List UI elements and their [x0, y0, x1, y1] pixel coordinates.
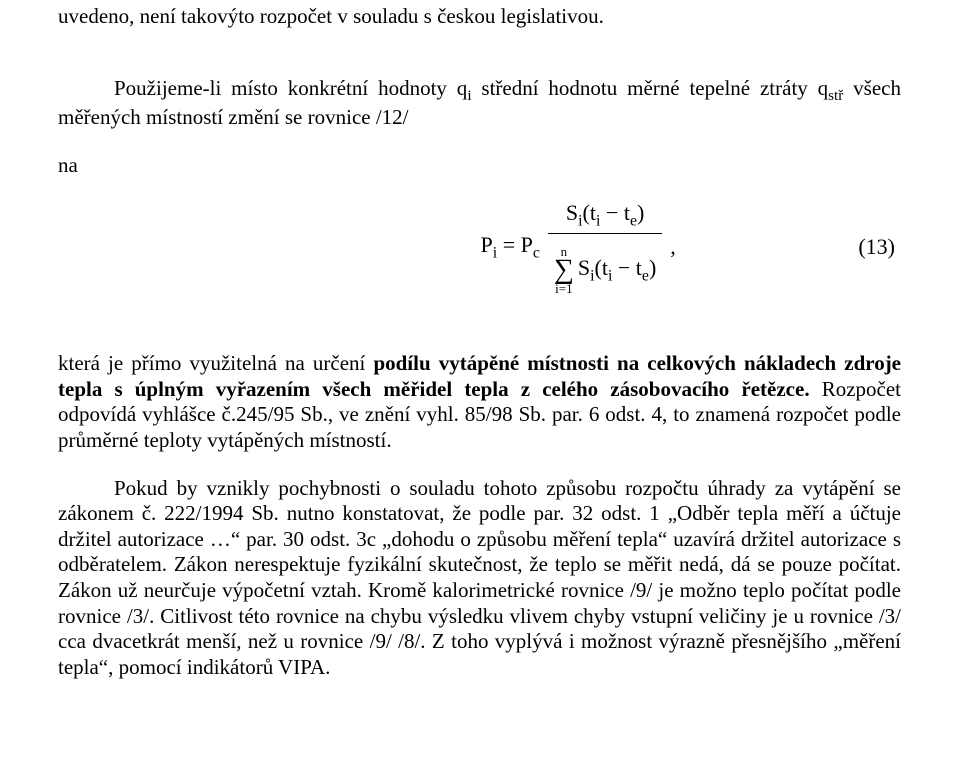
eq-den-expr: Si(ti − te) — [578, 255, 656, 286]
eq-denominator: n ∑ i=1 Si(ti − te) — [548, 234, 662, 295]
eq-den-sub3: e — [642, 267, 649, 284]
eq-numerator: Si(ti − te) — [548, 200, 662, 234]
eq-assign: = — [497, 232, 520, 257]
paragraph-4: Pokud by vznikly pochybnosti o souladu t… — [58, 476, 901, 681]
eq-num-sub3: e — [630, 213, 637, 230]
sigma-bottom: i=1 — [555, 282, 572, 295]
eq-den-open: (t — [595, 255, 608, 280]
p3-text-a: která je přímo využitelná na určení — [58, 351, 373, 375]
eq-num-open: (t — [583, 200, 596, 225]
eq-num-S: S — [566, 200, 578, 225]
sigma-symbol: ∑ — [554, 256, 574, 284]
na-line: na — [58, 153, 901, 179]
eq-lhs: Pi = Pc — [481, 232, 540, 263]
paragraph-1: uvedeno, není takovýto rozpočet v soulad… — [58, 4, 901, 30]
eq-rhs-sub: c — [533, 245, 540, 262]
sigma: n ∑ i=1 — [554, 245, 574, 295]
eq-num-minus: − t — [600, 200, 630, 225]
eq-den-S: S — [578, 255, 590, 280]
eq-lhs-P: P — [481, 232, 493, 257]
eq-den-minus: − t — [612, 255, 642, 280]
p2-text-b: střední hodnotu měrné tepelné ztráty q — [472, 76, 829, 100]
eq-rhs-P: P — [521, 232, 533, 257]
eq-fraction: Si(ti − te) n ∑ i=1 Si(ti − te) — [548, 200, 662, 295]
paragraph-2: Použijeme-li místo konkrétní hodnoty qi … — [58, 76, 901, 131]
equation-number: (13) — [858, 234, 901, 261]
paragraph-3: která je přímo využitelná na určení podí… — [58, 351, 901, 453]
eq-num-close: ) — [637, 200, 644, 225]
eq-den-close: ) — [649, 255, 656, 280]
equation-body: Pi = Pc Si(ti − te) n ∑ i=1 Si(ti − te) — [481, 200, 676, 295]
p2-sub2: stř — [828, 88, 843, 104]
p2-text-a: Použijeme-li místo konkrétní hodnoty q — [114, 76, 467, 100]
eq-comma: , — [670, 234, 676, 261]
equation-13: Pi = Pc Si(ti − te) n ∑ i=1 Si(ti − te) — [58, 200, 901, 295]
